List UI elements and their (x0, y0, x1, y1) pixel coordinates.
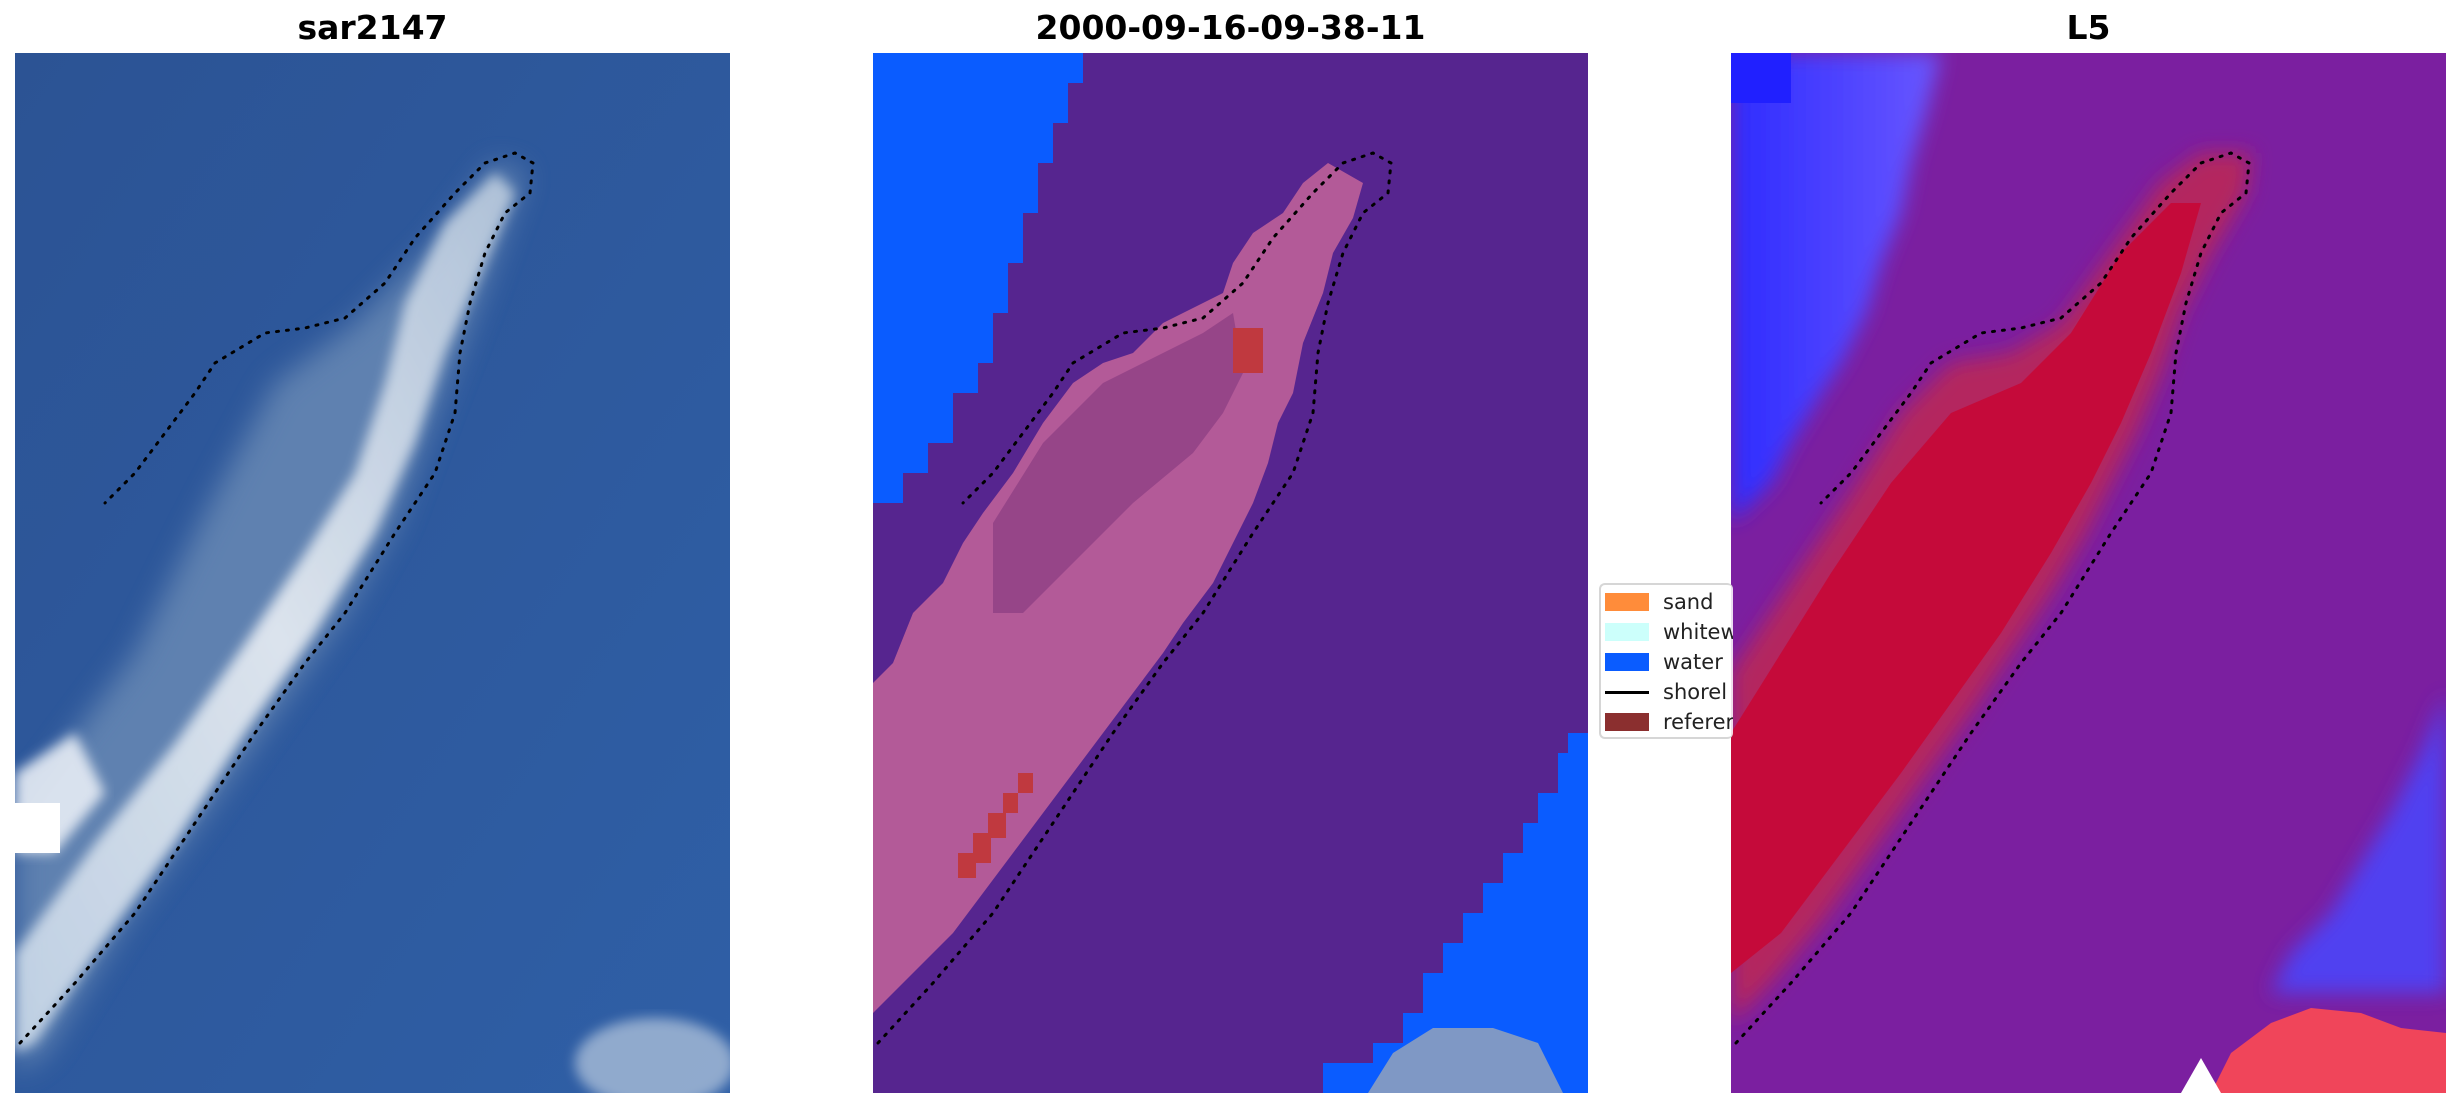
satellite-image (15, 53, 730, 1093)
probability-panel (1731, 53, 2446, 1093)
legend-swatch-sand (1605, 593, 1649, 611)
legend-swatch-reference (1605, 713, 1649, 731)
legend-item-water: water (1605, 647, 1733, 677)
legend-item-reference: referer (1605, 707, 1733, 737)
legend-item-sand: sand (1605, 587, 1733, 617)
legend-label: sand (1663, 590, 1714, 614)
legend-label: water (1663, 650, 1723, 674)
satellite-image-panel (15, 53, 730, 1093)
legend-label: referer (1663, 710, 1733, 734)
classification-panel (873, 53, 1588, 1093)
panel-title-image: sar2147 (297, 8, 448, 47)
legend-label: shorel (1663, 680, 1728, 704)
panel-title-probability: L5 (2066, 8, 2111, 47)
classification-map (873, 53, 1588, 1093)
legend-label: whitew (1663, 620, 1733, 644)
legend-swatch-whitewater (1605, 623, 1649, 641)
legend: sand whitew water shorel referer (1599, 583, 1733, 739)
legend-item-whitewater: whitew (1605, 617, 1733, 647)
legend-swatch-shoreline (1605, 690, 1649, 694)
panel-title-classification: 2000-09-16-09-38-11 (1035, 8, 1426, 47)
legend-swatch-water (1605, 653, 1649, 671)
probability-heatmap (1731, 53, 2446, 1093)
legend-item-shoreline: shorel (1605, 677, 1733, 707)
